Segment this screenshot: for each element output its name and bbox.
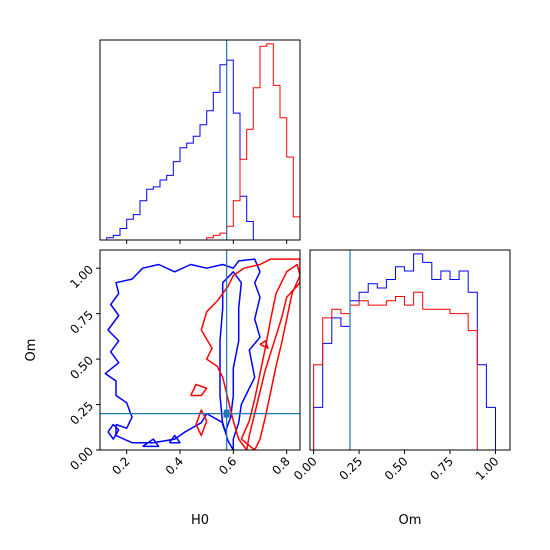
om-histogram-frame [309,249,511,451]
contour-series-0-level-0 [104,258,261,450]
om-histogram-xtick-label-2: 0.50 [382,454,411,483]
contour-xtick-label-1: 0.4 [163,454,186,477]
contour-x-axis-label: H0 [191,513,209,528]
contour-frame [99,249,301,451]
om-histogram-panel: 0.00 0.25 0.50 0.75 1.00 Om [291,249,511,528]
contour-series-0-level-2 [107,423,120,440]
contour-y-axis-label: Om [24,339,39,362]
om-histogram-xtick-label-3: 0.75 [427,454,456,483]
contour-series-0-level-4 [168,434,181,444]
contour-truth-marker [223,409,230,418]
contour-series [104,258,300,450]
contour-series-0-level-3 [142,438,160,448]
contour-xtick-label-0: 0.2 [109,454,132,477]
h0-histogram-frame [99,39,301,241]
contour-series-1-level-4 [259,340,269,349]
h0-histogram-series [100,43,301,241]
om-histogram-series [313,253,505,451]
contour-series-1-level-1 [240,263,300,450]
contour-ytick-label-3: 0.75 [67,308,96,337]
h0-histogram-ticks [126,240,288,244]
contour-x-ticks: 0.2 0.4 0.6 0.8 [109,450,293,478]
h0-histogram-series-1 [100,43,301,241]
contour-ytick-label-2: 0.50 [67,353,96,382]
contour-ytick-label-1: 0.25 [67,399,96,428]
contour-xtick-label-3: 0.8 [269,454,292,477]
contour-series-1-level-3 [195,409,208,437]
contour-ytick-label-4: 1.00 [67,262,96,291]
contour-ytick-label-0: 0.00 [67,444,96,473]
h0-histogram-panel [99,39,301,244]
om-histogram-series-0 [313,253,505,451]
om-histogram-x-axis-label: Om [399,513,422,528]
contour-series-1-level-2 [190,383,208,397]
contour-xtick-label-2: 0.6 [216,454,239,477]
om-histogram-ticks: 0.00 0.25 0.50 0.75 1.00 [291,450,502,483]
om-histogram-xtick-label-1: 0.25 [336,454,365,483]
om-histogram-xtick-label-0: 0.00 [291,454,320,483]
contour-y-ticks: 0.00 0.25 0.50 0.75 1.00 [67,262,100,473]
contour-series-1-level-0 [200,258,300,450]
contour-series-0-level-1 [219,271,243,433]
om-histogram-series-1 [313,291,505,451]
om-histogram-xtick-label-4: 1.00 [473,454,502,483]
h0-om-contour-panel: 0.2 0.4 0.6 0.8 0.00 0.25 0.50 0.75 1.00 H0 Om [24,249,301,528]
h0-histogram-series-0 [100,59,300,241]
